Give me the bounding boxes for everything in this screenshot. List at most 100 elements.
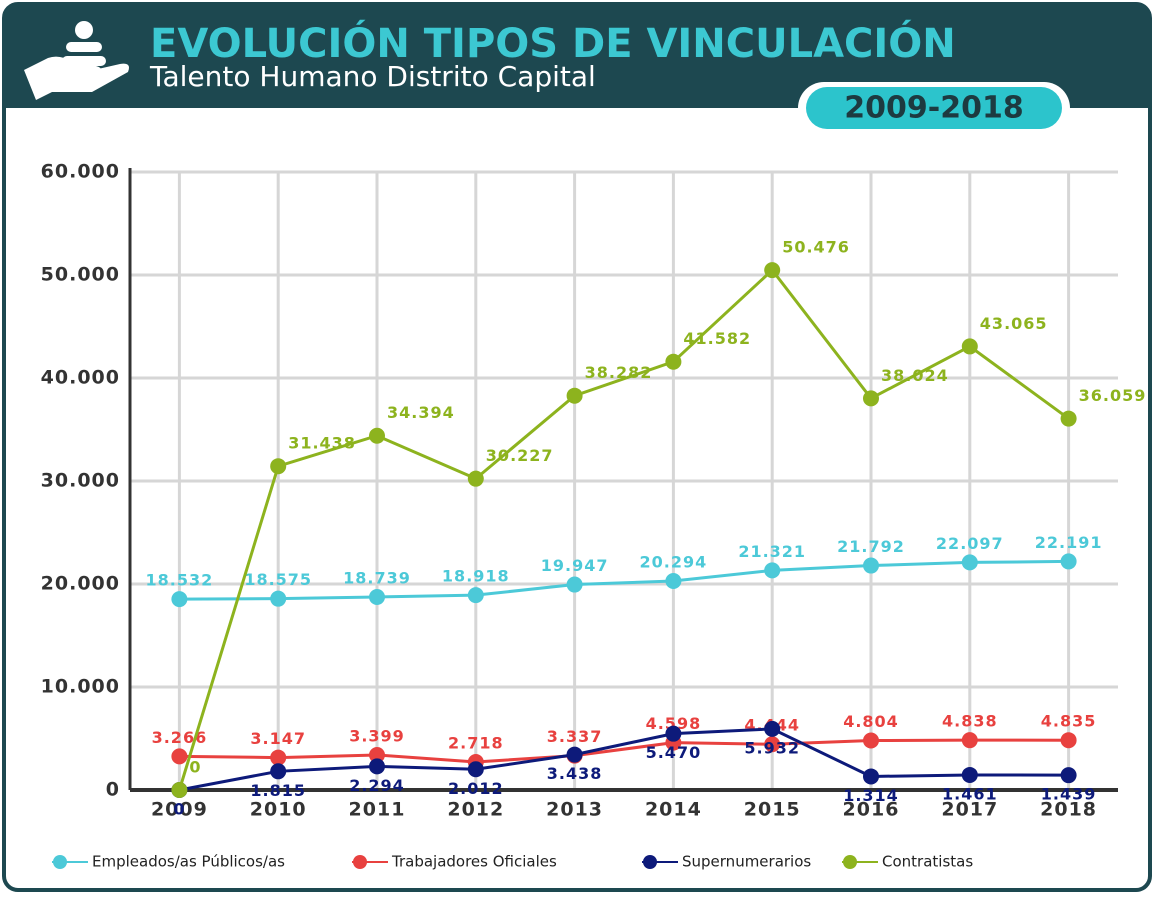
value-label: 4.598 bbox=[646, 714, 702, 733]
value-label: 41.582 bbox=[683, 329, 751, 348]
legend-label: Empleados/as Públicos/as bbox=[92, 853, 285, 871]
period: 2009-2018 bbox=[844, 91, 1023, 126]
point bbox=[171, 782, 188, 798]
point bbox=[863, 557, 879, 574]
value-label: 1.439 bbox=[1041, 785, 1097, 804]
value-label: 5.932 bbox=[744, 738, 800, 757]
value-label: 2.012 bbox=[448, 779, 504, 798]
value-label: 18.575 bbox=[244, 570, 312, 589]
y-tick-label: 0 bbox=[106, 779, 120, 801]
x-tick-label: 2015 bbox=[744, 799, 801, 821]
point bbox=[270, 590, 287, 607]
value-label: 18.918 bbox=[442, 567, 510, 586]
point bbox=[1060, 410, 1077, 427]
subtitle: Talento Humano Distrito Capital bbox=[149, 60, 596, 93]
point bbox=[270, 458, 287, 475]
y-tick-label: 10.000 bbox=[41, 676, 120, 698]
point bbox=[467, 761, 484, 778]
point bbox=[863, 768, 879, 785]
title: EVOLUCIÓN TIPOS DE VINCULACIÓN bbox=[150, 19, 956, 67]
point bbox=[665, 572, 682, 589]
x-tick-label: 2013 bbox=[546, 799, 603, 821]
point bbox=[1060, 732, 1077, 749]
point bbox=[961, 732, 978, 749]
legend-label: Trabajadores Oficiales bbox=[391, 853, 557, 871]
x-tick-label: 2011 bbox=[349, 799, 406, 821]
value-label: 1.461 bbox=[942, 784, 998, 803]
x-tick-label: 2012 bbox=[447, 799, 504, 821]
point bbox=[863, 390, 879, 407]
y-tick-label: 40.000 bbox=[41, 367, 120, 389]
legend-marker bbox=[643, 855, 657, 869]
value-label: 30.227 bbox=[486, 446, 554, 465]
value-label: 18.739 bbox=[343, 568, 411, 587]
point bbox=[369, 427, 385, 444]
value-label: 1.314 bbox=[843, 786, 899, 805]
point bbox=[764, 562, 781, 579]
point bbox=[961, 766, 978, 783]
value-label: 4.838 bbox=[942, 712, 998, 731]
value-label: 22.191 bbox=[1035, 533, 1103, 552]
point bbox=[566, 387, 583, 404]
badge bbox=[806, 87, 1062, 129]
point bbox=[764, 720, 781, 737]
series-line bbox=[179, 727, 1069, 792]
value-label: 5.470 bbox=[646, 743, 702, 762]
y-tick-label: 20.000 bbox=[41, 573, 120, 595]
legend-marker bbox=[353, 855, 367, 869]
point bbox=[1060, 553, 1077, 570]
legend-marker bbox=[843, 855, 857, 869]
x-tick-label: 2009 bbox=[151, 799, 208, 821]
series-line bbox=[177, 267, 1070, 791]
legend-label: Supernumerarios bbox=[682, 853, 811, 871]
legend-label: Contratistas bbox=[882, 853, 973, 871]
icon bbox=[24, 21, 129, 100]
x-tick-label: 2014 bbox=[645, 799, 702, 821]
x-tick-label: 2018 bbox=[1040, 799, 1097, 821]
value-label: 21.321 bbox=[738, 542, 806, 561]
value-label: 2.718 bbox=[448, 734, 504, 753]
value-label: 3.337 bbox=[547, 727, 603, 746]
value-label: 0 bbox=[173, 800, 185, 819]
value-label: 36.059 bbox=[1079, 386, 1147, 405]
point bbox=[566, 576, 583, 593]
y-tick-label: 60.000 bbox=[41, 161, 120, 183]
value-label: 1.815 bbox=[250, 781, 306, 800]
point bbox=[665, 353, 682, 370]
value-label: 19.947 bbox=[541, 556, 609, 575]
value-label: 4.835 bbox=[1041, 712, 1097, 731]
value-label: 3.399 bbox=[349, 726, 405, 745]
point bbox=[270, 749, 287, 766]
legend-marker bbox=[53, 855, 67, 869]
point bbox=[171, 591, 188, 608]
x-tick-label: 2010 bbox=[250, 799, 307, 821]
value-label: 2.294 bbox=[349, 776, 405, 795]
series-line bbox=[179, 738, 1069, 764]
point bbox=[566, 746, 583, 763]
value-label: 18.532 bbox=[146, 571, 214, 590]
point bbox=[764, 262, 781, 279]
value-label: 20.294 bbox=[640, 552, 708, 571]
point bbox=[369, 758, 385, 775]
value-label: 21.792 bbox=[837, 537, 905, 556]
value-label: 22.097 bbox=[936, 534, 1004, 553]
value-label: 3.438 bbox=[547, 764, 603, 783]
point bbox=[369, 746, 385, 763]
point bbox=[961, 338, 978, 355]
point bbox=[467, 587, 484, 604]
value-label: 50.476 bbox=[782, 238, 850, 257]
value-label: 3.147 bbox=[250, 729, 306, 748]
value-label: 43.065 bbox=[980, 314, 1048, 333]
x-tick-label: 2017 bbox=[941, 799, 998, 821]
point bbox=[467, 470, 484, 487]
value-label: 34.394 bbox=[387, 403, 455, 422]
value-label: 38.282 bbox=[585, 363, 653, 382]
value-label: 38.024 bbox=[881, 366, 949, 385]
point bbox=[665, 725, 682, 742]
value-label: 4.804 bbox=[843, 712, 899, 731]
point bbox=[961, 554, 978, 571]
point bbox=[270, 763, 287, 780]
point bbox=[1060, 767, 1077, 784]
point bbox=[171, 748, 188, 765]
